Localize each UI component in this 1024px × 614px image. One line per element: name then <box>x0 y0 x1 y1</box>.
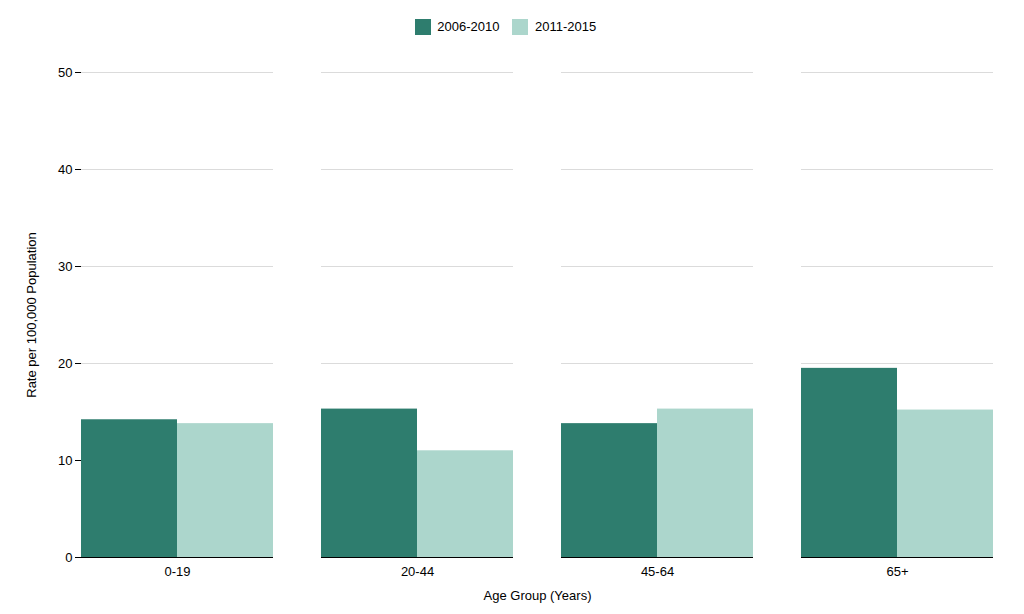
svg-text:20-44: 20-44 <box>401 563 434 578</box>
html-text:2006-2010: 2006-2010 <box>437 19 500 34</box>
svg-text:0: 0 <box>65 549 72 564</box>
svg-text:10: 10 <box>58 452 72 467</box>
svg-text:0-19: 0-19 <box>164 563 190 578</box>
svg-text:Rate per 100,000 Population: Rate per 100,000 Population <box>24 232 39 398</box>
svg-text:50: 50 <box>58 64 72 79</box>
svg-text:30: 30 <box>58 258 72 273</box>
svg-text:20: 20 <box>58 355 72 370</box>
svg-text:40: 40 <box>58 161 72 176</box>
svg-text:Age Group (Years): Age Group (Years) <box>484 587 592 602</box>
html-text:2011-2015: 2011-2015 <box>535 19 597 34</box>
svg-text:45-64: 45-64 <box>641 563 674 578</box>
svg-text:65+: 65+ <box>886 563 908 578</box>
